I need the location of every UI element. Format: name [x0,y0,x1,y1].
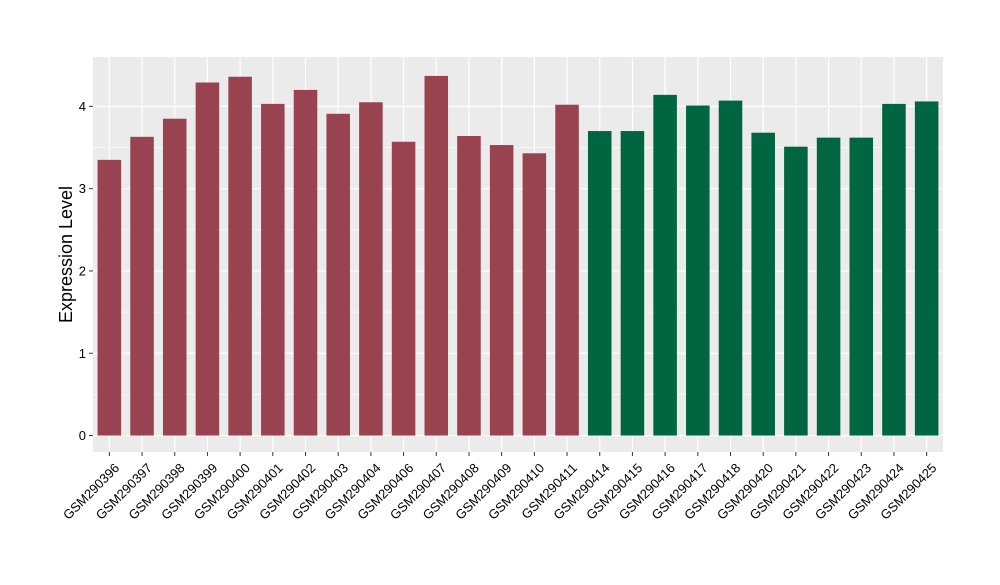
plot-panel [93,57,943,452]
bar-GSM290424 [882,103,906,436]
y-tick-label: 0 [79,428,86,443]
bar-GSM290408 [457,136,481,436]
bar-GSM290409 [489,145,514,436]
bar-GSM290403 [326,113,350,436]
bar-GSM290414 [587,131,612,436]
bar-GSM290422 [816,137,841,436]
x-axis: GSM290396GSM290397GSM290398GSM290399GSM2… [60,452,940,523]
bar-GSM290417 [686,105,710,436]
y-tick-label: 3 [79,181,86,196]
bar-GSM290404 [359,102,383,436]
y-axis-title: Expression Level [56,186,76,323]
bar-GSM290416 [653,94,677,436]
bar-GSM290398 [162,118,187,436]
bar-GSM290418 [718,100,743,436]
bar-GSM290397 [130,136,154,436]
bar-GSM290396 [97,159,122,436]
bar-GSM290402 [293,89,318,436]
bar-GSM290420 [751,132,775,436]
y-axis: 0 1 2 3 4 [79,99,93,443]
bar-GSM290399 [195,82,220,436]
bar-GSM290401 [261,103,285,436]
bar-GSM290423 [849,137,874,436]
bar-GSM290400 [228,76,252,436]
bar-GSM290407 [424,75,449,436]
bar-GSM290421 [784,146,808,436]
bar-GSM290410 [522,153,547,436]
bar-GSM290411 [555,104,579,436]
y-tick-label: 4 [79,99,86,114]
y-tick-label: 2 [79,263,86,278]
bars [97,75,939,436]
y-tick-label: 1 [79,346,86,361]
bar-GSM290425 [914,101,939,436]
bar-GSM290415 [620,131,645,436]
bar-GSM290406 [391,141,416,436]
